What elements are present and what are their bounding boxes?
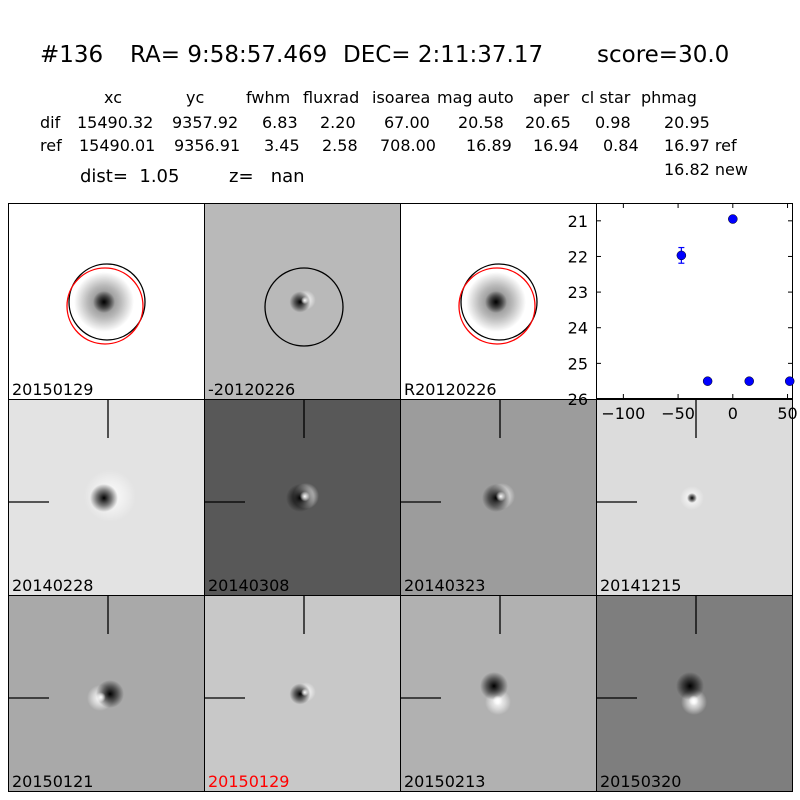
stamp-image [401,596,511,715]
table-cell: 9356.91 [174,136,241,155]
table-cell: 16.94 [533,136,579,155]
aperture-circle-ref [66,267,144,345]
col-header-fluxrad: fluxrad [303,88,360,107]
col-header-xc: xc [104,88,122,107]
col-header-phmag: phmag [641,88,697,107]
y-tick-label: 21 [568,212,588,231]
stamp-image [264,267,344,347]
data-point [676,250,687,261]
x-tick-label: −100 [601,404,645,423]
table-cell: 20.95 [664,113,710,132]
candidate-id: #136 [40,42,104,68]
table-cell: 15490.32 [77,113,154,132]
aperture-circle [68,263,146,341]
table-cell: 16.97 ref [664,136,737,155]
x-tick-label: 50 [777,404,797,423]
stamp-panel: 20150129 [8,203,205,400]
data-point [784,376,795,386]
x-tick-label: −50 [661,404,695,423]
stamp-date-label: 20150213 [404,772,486,791]
table-cell: 20.58 [458,113,504,132]
table-cell: 9357.92 [172,113,239,132]
stamp-date-label: 20150129 [12,380,94,399]
stamp-panel: R20120226 [400,203,597,400]
stamp-panel: 20150129 [204,595,401,792]
dec-text: DEC= 2:11:37.17 [343,42,544,68]
stamp-date-label: 20150320 [600,772,682,791]
table-cell: 16.89 [466,136,512,155]
col-header-yc: yc [186,88,205,107]
table-cell: 67.00 [384,113,430,132]
y-tick-label: 25 [568,354,588,373]
stamp-date-label: 20141215 [600,576,682,595]
stamp-image [597,596,707,715]
ra-text: RA= 9:58:57.469 [130,42,328,68]
col-header-mag-auto: mag auto [437,88,514,107]
row-label-dif: dif [40,113,61,132]
score-text: score=30.0 [597,42,730,68]
table-cell: 6.83 [262,113,298,132]
table-cell: 15490.01 [79,136,156,155]
table-cell: 2.20 [320,113,356,132]
dist-text: dist= 1.05 [80,166,180,187]
stamp-image [66,263,146,345]
stamp-date-label: 20140308 [208,576,290,595]
y-tick-label: 23 [568,283,588,302]
col-header-aper: aper [533,88,570,107]
stamp-panel: -20120226 [204,203,401,400]
aperture-circle-ref [458,267,536,345]
x-tick-label: 0 [728,404,738,423]
col-header-cl-star: cl star [581,88,631,107]
stamp-panel: 20150213 [400,595,597,792]
stamp-image [9,596,124,711]
stamp-panel: 20140323 [400,399,597,596]
col-header-fwhm: fwhm [246,88,291,107]
y-tick-label: 24 [568,319,588,338]
table-cell: 20.65 [525,113,571,132]
stamp-panel: 20140228 [8,399,205,596]
table-cell: 3.45 [264,136,300,155]
stamp-date-label: 20140323 [404,576,486,595]
stamp-image [458,263,538,345]
table-cell: 0.84 [603,136,639,155]
new-mag-text: 16.82 new [664,160,748,179]
col-header-isoarea: isoarea [372,88,431,107]
stamp-image [205,596,316,705]
stamp-image [597,400,704,510]
stamp-date-label: 20150121 [12,772,94,791]
data-point [728,214,738,224]
stamp-image [205,400,319,512]
light-curve-plot: 21 22 23 24 25 26 −100 −50 0 50 [568,203,798,423]
stamp-date-label: R20120226 [404,380,497,399]
data-point [744,376,754,386]
table-cell: 708.00 [380,136,436,155]
stamp-panel: 20140308 [204,399,401,596]
y-tick-label: 26 [568,390,588,409]
row-label-ref: ref [40,136,62,155]
stamp-image [401,400,515,512]
y-tick-label: 22 [568,247,588,266]
stamp-date-label: 20140228 [12,576,94,595]
plot-frame [596,203,793,399]
table-cell: 2.58 [322,136,358,155]
stamp-panel: 20150121 [8,595,205,792]
stamp-panel: 20141215 [596,399,793,596]
z-text: z= nan [229,166,305,187]
data-point [702,376,713,386]
table-cell: 0.98 [595,113,631,132]
stamp-date-label: -20120226 [208,380,296,399]
aperture-circle [264,267,344,347]
stamp-panel: 20150320 [596,595,793,792]
stamp-date-label: 20150129 [208,772,290,791]
aperture-circle [460,263,538,341]
stamp-image [9,400,136,522]
